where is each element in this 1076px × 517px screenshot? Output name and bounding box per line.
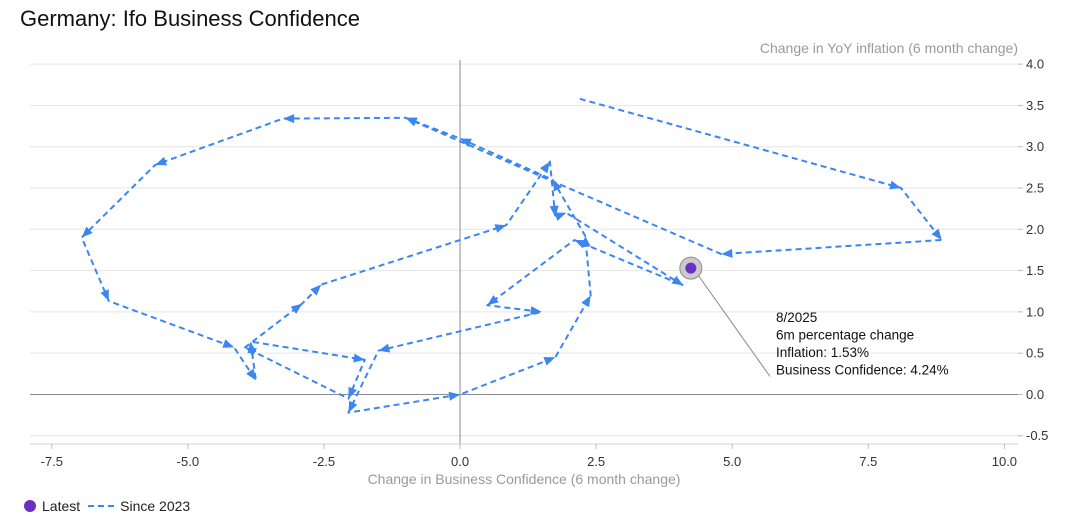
series-arrowhead bbox=[889, 180, 901, 190]
series-arrowhead bbox=[581, 295, 591, 308]
y-tick-label: 2.0 bbox=[1026, 222, 1044, 237]
series-arrowhead bbox=[721, 248, 733, 258]
series-arrowhead bbox=[100, 289, 109, 302]
series-arrowhead bbox=[581, 235, 591, 248]
x-tick-label: 10.0 bbox=[992, 454, 1017, 469]
y-tick-label: -0.5 bbox=[1026, 428, 1048, 443]
y-tick-label: 3.5 bbox=[1026, 98, 1044, 113]
series-arrowhead bbox=[554, 212, 567, 221]
series-arrowhead bbox=[378, 343, 391, 353]
series-arrowhead bbox=[931, 228, 942, 240]
x-tick-label: -2.5 bbox=[313, 454, 335, 469]
annotation-line: 8/2025 bbox=[776, 310, 817, 325]
series-arrowhead bbox=[543, 357, 556, 366]
series-arrowhead bbox=[460, 138, 472, 147]
series-arrowhead bbox=[552, 179, 562, 192]
x-axis-title: Change in Business Confidence (6 month c… bbox=[367, 471, 681, 487]
series-arrowhead bbox=[348, 400, 358, 413]
series-arrowhead bbox=[348, 386, 357, 399]
annotation-line: Inflation: 1.53% bbox=[776, 345, 869, 360]
series-arrowhead bbox=[405, 117, 418, 126]
x-tick-label: 0.0 bbox=[451, 454, 469, 469]
series-arrowhead bbox=[155, 156, 168, 166]
series-arrowhead bbox=[246, 368, 256, 381]
y-tick-label: 0.0 bbox=[1026, 387, 1044, 402]
series-arrowhead bbox=[222, 339, 235, 348]
y-axis-title: Change in YoY inflation (6 month change) bbox=[759, 40, 1018, 56]
series-arrowhead bbox=[539, 161, 550, 174]
legend-latest-marker bbox=[24, 500, 36, 512]
series-arrowhead bbox=[494, 224, 507, 233]
x-tick-label: 2.5 bbox=[587, 454, 605, 469]
series-arrowhead bbox=[671, 275, 684, 286]
y-tick-label: 0.5 bbox=[1026, 346, 1044, 361]
axes: 4.0 3.5 3.0 2.5 2.0 1.5 1.0 0.5 0.0 -0.5 -7.5 -5.0 -… bbox=[30, 57, 1048, 469]
legend-since-label: Since 2023 bbox=[120, 498, 191, 514]
legend: Latest Since 2023 bbox=[24, 498, 190, 514]
series-arrowhead bbox=[530, 306, 542, 315]
grid-lines bbox=[30, 60, 1018, 444]
series-arrowhead bbox=[448, 391, 460, 401]
annotation-leader-line bbox=[698, 275, 771, 377]
x-tick-label: -7.5 bbox=[41, 454, 63, 469]
series-arrowhead bbox=[549, 205, 559, 217]
series-arrowhead bbox=[245, 347, 257, 357]
chart-title: Germany: Ifo Business Confidence bbox=[20, 6, 360, 31]
series-arrowhead bbox=[353, 353, 365, 363]
series-line-since-2023 bbox=[80, 97, 943, 414]
y-tick-label: 4.0 bbox=[1026, 57, 1044, 72]
series-arrowhead bbox=[487, 295, 499, 306]
y-tick-label: 1.0 bbox=[1026, 304, 1044, 319]
latest-point bbox=[685, 262, 697, 274]
y-tick-label: 3.0 bbox=[1026, 139, 1044, 154]
series-arrowhead bbox=[81, 226, 93, 238]
x-tick-label: 5.0 bbox=[723, 454, 741, 469]
legend-since-line bbox=[88, 505, 115, 507]
legend-latest-label: Latest bbox=[42, 498, 81, 514]
annotation-line: 6m percentage change bbox=[776, 328, 914, 343]
x-tick-label: 7.5 bbox=[859, 454, 877, 469]
series-arrowhead bbox=[310, 284, 322, 296]
series-arrowhead bbox=[290, 303, 303, 314]
y-tick-label: 1.5 bbox=[1026, 263, 1044, 278]
annotation-layer: 8/2025 6m percentage change Inflation: 1.5… bbox=[679, 256, 949, 378]
y-tick-label: 2.5 bbox=[1026, 181, 1044, 196]
annotation-line: Business Confidence: 4.24% bbox=[776, 363, 949, 378]
x-tick-label: -5.0 bbox=[177, 454, 199, 469]
series-arrowhead bbox=[283, 114, 295, 124]
series-layer bbox=[80, 97, 943, 414]
